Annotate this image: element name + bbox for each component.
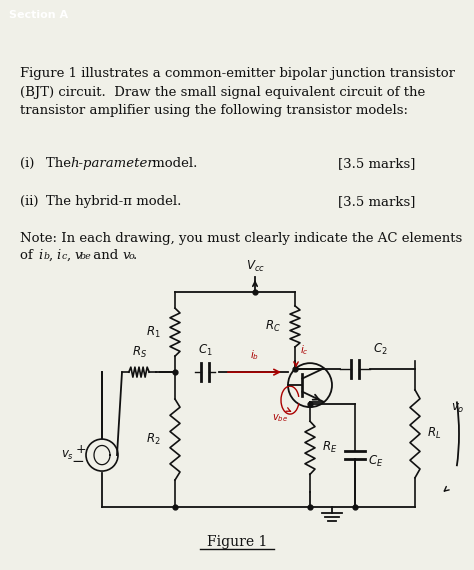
Text: $C_1$: $C_1$	[198, 343, 212, 358]
Text: ,: ,	[48, 249, 52, 262]
Text: $v_{be}$: $v_{be}$	[272, 412, 288, 424]
Text: i: i	[38, 249, 42, 262]
Text: The: The	[46, 157, 75, 170]
Text: $i_c$: $i_c$	[300, 343, 309, 357]
Text: $v_s$: $v_s$	[62, 449, 74, 462]
Text: of: of	[20, 249, 37, 262]
Text: $R_L$: $R_L$	[427, 426, 441, 441]
Text: −: −	[72, 454, 84, 469]
Text: Section A: Section A	[9, 10, 68, 20]
Text: b: b	[44, 252, 50, 261]
Text: [3.5 marks]: [3.5 marks]	[337, 196, 415, 208]
Text: $R_C$: $R_C$	[265, 319, 281, 334]
Text: $i_b$: $i_b$	[250, 348, 259, 362]
Text: $R_S$: $R_S$	[132, 345, 147, 360]
Text: $C_E$: $C_E$	[368, 454, 383, 469]
Text: (i): (i)	[20, 157, 35, 170]
Text: +: +	[76, 442, 86, 455]
Text: $C_2$: $C_2$	[373, 341, 388, 357]
Text: (ii): (ii)	[20, 196, 38, 208]
Text: $v_o$: $v_o$	[451, 402, 465, 416]
Text: be: be	[80, 252, 91, 261]
Text: h-parameter: h-parameter	[70, 157, 154, 170]
Text: Note: In each drawing, you must clearly indicate the AC elements: Note: In each drawing, you must clearly …	[20, 232, 462, 245]
Text: i: i	[56, 249, 60, 262]
Text: Figure 1 illustrates a common-emitter bipolar junction transistor
(BJT) circuit.: Figure 1 illustrates a common-emitter bi…	[20, 67, 455, 117]
Text: $R_2$: $R_2$	[146, 432, 161, 447]
Text: v: v	[123, 249, 130, 262]
Text: c: c	[62, 252, 67, 261]
Text: and: and	[89, 249, 122, 262]
Text: v: v	[74, 249, 82, 262]
Text: o: o	[128, 252, 134, 261]
Text: [3.5 marks]: [3.5 marks]	[337, 157, 415, 170]
Text: $V_{cc}$: $V_{cc}$	[246, 259, 264, 274]
Text: ,: ,	[66, 249, 70, 262]
Text: model.: model.	[148, 157, 197, 170]
Text: Figure 1: Figure 1	[207, 535, 267, 549]
Text: The hybrid-π model.: The hybrid-π model.	[46, 196, 182, 208]
Text: .: .	[133, 249, 137, 262]
Text: $R_1$: $R_1$	[146, 324, 161, 340]
Text: $R_E$: $R_E$	[322, 440, 337, 455]
